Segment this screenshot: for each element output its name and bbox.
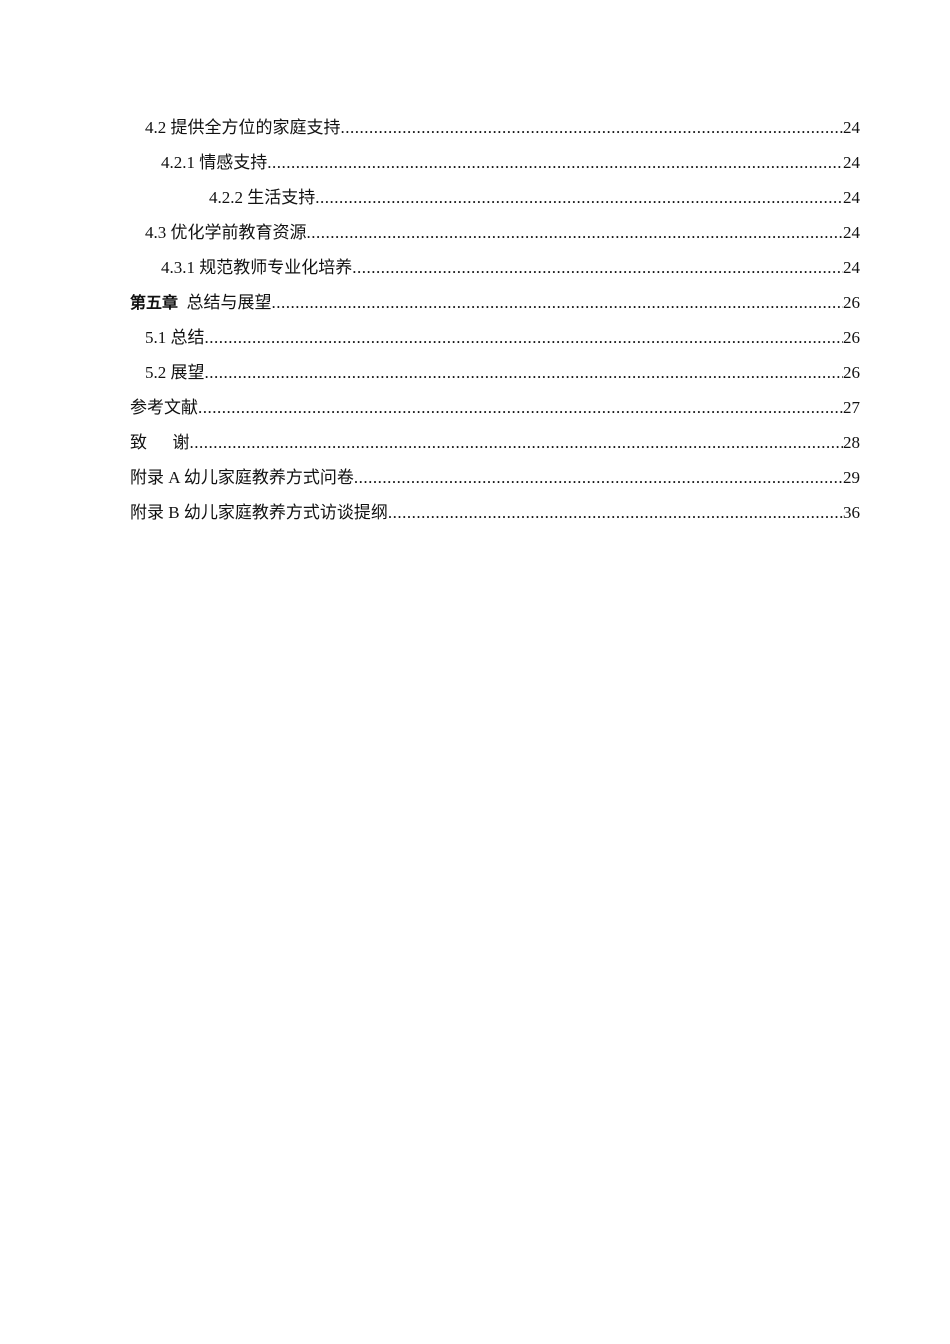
toc-entry-appendix-a[interactable]: 附录 A 幼儿家庭教养方式问卷 29: [130, 463, 860, 498]
toc-entry-4-3[interactable]: 4.3 优化学前教育资源 24: [130, 218, 860, 253]
entry-number: 4.2: [145, 118, 167, 137]
entry-page: 36: [843, 503, 860, 522]
toc-entry-chapter-5[interactable]: 第五章 总结与展望 26: [130, 288, 860, 323]
dot-leader: [341, 118, 844, 138]
entry-page: 28: [843, 433, 860, 452]
dot-leader: [272, 293, 843, 313]
entry-title: 规范教师专业化培养: [199, 258, 353, 277]
entry-page: 26: [843, 363, 860, 382]
entry-page: 24: [843, 188, 860, 207]
dot-leader: [267, 153, 843, 173]
entry-page: 29: [843, 468, 860, 487]
entry-number: 4.3: [145, 223, 167, 242]
entry-page: 27: [843, 398, 860, 417]
dot-leader: [307, 223, 844, 243]
entry-page: 26: [843, 328, 860, 347]
entry-title: 优化学前教育资源: [170, 223, 307, 242]
entry-page: 24: [843, 153, 860, 172]
entry-page: 24: [843, 118, 860, 137]
entry-title: 展望: [170, 363, 205, 382]
toc-entry-appendix-b[interactable]: 附录 B 幼儿家庭教养方式访谈提纲 36: [130, 498, 860, 533]
entry-number: 5.2: [145, 363, 167, 382]
entry-number: 第五章: [130, 293, 179, 312]
entry-title: 参考文献: [130, 398, 198, 417]
entry-title: 总结: [170, 328, 205, 347]
entry-title: 附录 B 幼儿家庭教养方式访谈提纲: [130, 503, 388, 522]
toc-entry-4-2[interactable]: 4.2 提供全方位的家庭支持 24: [130, 113, 860, 148]
toc-entry-acknowledgements[interactable]: 致 谢 28: [130, 428, 860, 463]
entry-title: 情感支持: [199, 153, 268, 172]
entry-number: 4.2.2: [209, 188, 243, 207]
dot-leader: [205, 328, 844, 348]
entry-title: 生活支持: [247, 188, 316, 207]
toc-entry-4-3-1[interactable]: 4.3.1 规范教师专业化培养 24: [130, 253, 860, 288]
entry-number: 5.1: [145, 328, 167, 347]
entry-title: 致 谢: [130, 433, 190, 452]
dot-leader: [354, 468, 843, 488]
toc-entry-4-2-1[interactable]: 4.2.1 情感支持 24: [130, 148, 860, 183]
toc-entry-4-2-2[interactable]: 4.2.2 生活支持 24: [130, 183, 860, 218]
dot-leader: [198, 398, 843, 418]
table-of-contents: 4.2 提供全方位的家庭支持 24 4.2.1 情感支持 24 4.2.2 生活…: [130, 113, 860, 533]
entry-page: 24: [843, 258, 860, 277]
toc-entry-5-1[interactable]: 5.1 总结 26: [130, 323, 860, 358]
dot-leader: [190, 433, 844, 453]
entry-title: 总结与展望: [186, 293, 272, 312]
toc-entry-5-2[interactable]: 5.2 展望 26: [130, 358, 860, 393]
entry-title: 附录 A 幼儿家庭教养方式问卷: [130, 468, 354, 487]
toc-entry-references[interactable]: 参考文献 27: [130, 393, 860, 428]
dot-leader: [315, 188, 843, 208]
entry-title: 提供全方位的家庭支持: [170, 118, 341, 137]
entry-page: 24: [843, 223, 860, 242]
dot-leader: [388, 503, 843, 523]
entry-number: 4.3.1: [161, 258, 195, 277]
dot-leader: [352, 258, 843, 278]
entry-page: 26: [843, 293, 860, 312]
entry-number: 4.2.1: [161, 153, 195, 172]
dot-leader: [205, 363, 844, 383]
